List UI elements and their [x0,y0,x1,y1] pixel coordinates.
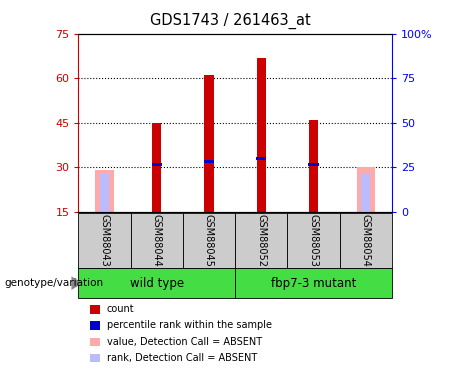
Text: genotype/variation: genotype/variation [5,278,104,288]
Bar [256,57,266,212]
Bar [78,268,235,298]
Bar [204,160,214,163]
Text: GSM88044: GSM88044 [152,214,162,267]
Bar [78,213,130,268]
Text: rank, Detection Call = ABSENT: rank, Detection Call = ABSENT [107,353,257,363]
Bar [90,305,100,314]
Text: count: count [107,304,135,314]
Text: GSM88054: GSM88054 [361,214,371,267]
Bar [256,157,266,160]
Text: wild type: wild type [130,277,184,290]
Bar [287,213,340,268]
Text: GSM88043: GSM88043 [100,214,110,267]
Bar [204,75,214,212]
Text: value, Detection Call = ABSENT: value, Detection Call = ABSENT [107,337,262,346]
Text: percentile rank within the sample: percentile rank within the sample [107,321,272,330]
Text: GSM88053: GSM88053 [308,214,319,267]
Bar [90,354,100,362]
Bar [95,170,113,212]
Bar [235,268,392,298]
Bar [235,213,287,268]
Text: GDS1743 / 261463_at: GDS1743 / 261463_at [150,13,311,29]
Polygon shape [71,276,83,290]
Bar [90,338,100,346]
Bar [152,163,162,166]
Bar [183,213,235,268]
Text: GSM88052: GSM88052 [256,214,266,267]
Bar [130,213,183,268]
Bar [100,173,109,212]
Text: GSM88045: GSM88045 [204,214,214,267]
Bar [340,213,392,268]
Bar [309,120,318,212]
Bar [308,163,319,166]
Text: fbp7-3 mutant: fbp7-3 mutant [271,277,356,290]
Bar [361,173,371,212]
Bar [357,167,375,212]
Bar [152,123,161,212]
Bar [90,321,100,330]
